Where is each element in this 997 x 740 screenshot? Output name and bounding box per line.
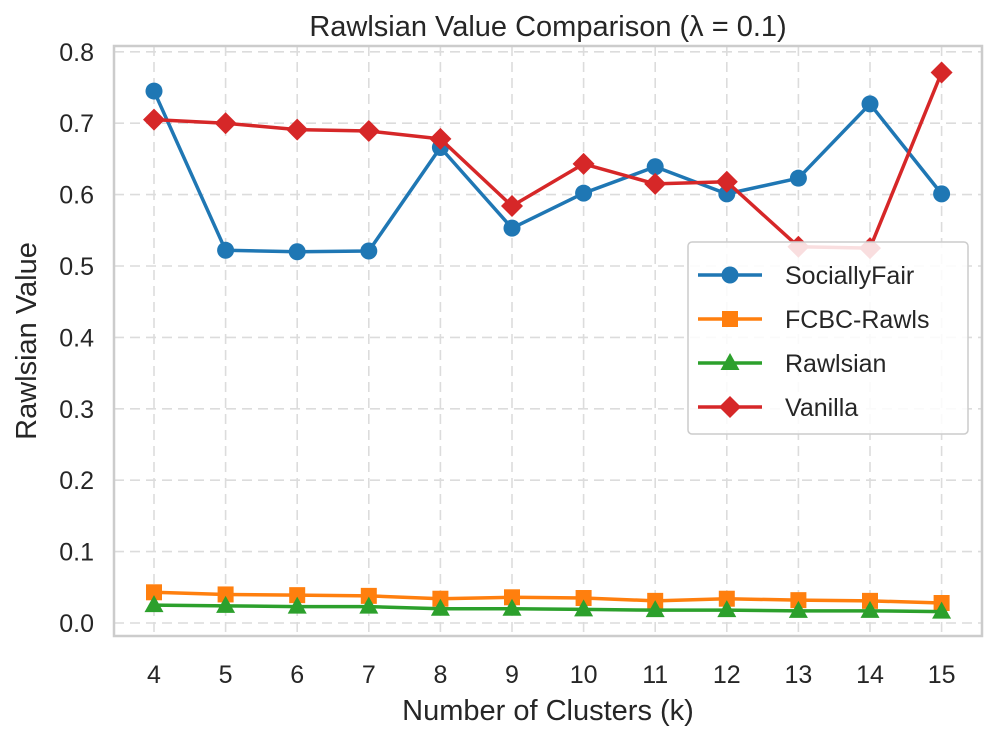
legend-item: FCBC-Rawls — [698, 306, 929, 334]
data-point — [501, 195, 523, 218]
legend-item: Rawlsian — [698, 350, 886, 378]
data-point — [289, 587, 306, 604]
data-point — [217, 586, 234, 603]
data-point — [287, 596, 307, 614]
data-point — [359, 596, 379, 614]
data-point — [357, 120, 380, 143]
y-tick-label: 0.8 — [59, 39, 94, 67]
data-point — [504, 589, 520, 606]
series-sociallyfair — [145, 82, 951, 261]
data-point — [860, 600, 880, 618]
y-tick-label: 0.5 — [59, 253, 94, 281]
x-tick-label: 7 — [362, 661, 376, 689]
y-tick-label: 0.0 — [59, 610, 94, 638]
chart-title: Rawlsian Value Comparison (λ = 0.1) — [309, 11, 786, 43]
data-point — [930, 61, 953, 84]
data-point — [718, 185, 736, 203]
data-point — [574, 599, 594, 617]
data-point — [861, 95, 879, 113]
x-tick-label: 4 — [147, 661, 161, 689]
y-tick-label: 0.2 — [59, 467, 94, 495]
data-point — [214, 112, 237, 135]
legend-box — [687, 241, 969, 435]
data-point — [216, 595, 236, 613]
y-tick-label: 0.4 — [59, 324, 94, 352]
x-axis-label: Number of Clusters (k) — [402, 695, 694, 727]
data-point — [145, 82, 163, 100]
legend-item: SociallyFair — [698, 262, 914, 290]
x-tick-label: 8 — [433, 661, 447, 689]
data-point — [933, 185, 951, 203]
data-point — [718, 590, 735, 607]
series-vanilla — [143, 61, 953, 260]
series-line — [153, 71, 944, 250]
legend-label: FCBC-Rawls — [785, 306, 929, 334]
data-point — [430, 598, 450, 616]
data-point — [788, 600, 808, 618]
data-point — [790, 592, 807, 609]
y-tick-label: 0.6 — [59, 182, 94, 210]
data-point — [645, 600, 665, 618]
x-tick-label: 15 — [928, 661, 956, 689]
legend-label: Vanilla — [785, 394, 858, 422]
x-tick-label: 5 — [219, 661, 233, 689]
x-tick-label: 10 — [570, 661, 598, 689]
plot-frame — [112, 44, 984, 638]
data-point — [360, 242, 378, 260]
legend-label: SociallyFair — [785, 262, 914, 290]
data-point — [932, 601, 952, 619]
legend-item: Vanilla — [698, 394, 858, 422]
data-point — [502, 598, 522, 616]
x-tick-label: 6 — [290, 661, 304, 689]
series-line — [153, 590, 942, 605]
data-point — [715, 170, 738, 193]
data-point — [646, 158, 664, 176]
legend: SociallyFair FCBC-Rawls Rawlsian Vanilla — [687, 241, 969, 435]
series-fcbc-rawls — [146, 584, 950, 612]
legend-marker — [720, 353, 740, 370]
data-point — [288, 243, 306, 261]
data-point — [286, 118, 309, 141]
data-point — [644, 172, 667, 195]
legend-marker — [719, 396, 741, 418]
x-tick-label: 9 — [505, 661, 519, 689]
data-point — [503, 219, 521, 237]
series-line — [153, 603, 942, 614]
y-axis-label: Rawlsian Value — [11, 242, 43, 440]
data-point — [217, 241, 235, 259]
data-point — [429, 127, 452, 150]
data-point — [717, 600, 737, 618]
series-rawlsian — [144, 595, 952, 619]
series-layer — [143, 61, 953, 619]
x-tick-label: 14 — [856, 661, 884, 689]
x-tick-labels: 4 5 6 7 8 9 10 11 12 13 14 15 — [147, 661, 955, 689]
data-point — [789, 169, 807, 187]
y-tick-label: 0.7 — [59, 110, 94, 138]
data-point — [575, 184, 593, 202]
series-line — [152, 90, 943, 254]
data-point — [572, 152, 595, 175]
data-point — [143, 108, 165, 131]
data-point — [360, 587, 377, 604]
x-tick-label: 11 — [642, 661, 668, 689]
data-point — [575, 590, 592, 607]
y-tick-labels: 0.0 0.1 0.2 0.3 0.4 0.5 0.6 0.7 0.8 — [59, 39, 94, 638]
x-tick-label: 13 — [784, 661, 812, 689]
y-tick-label: 0.3 — [59, 396, 94, 424]
y-tick-label: 0.1 — [59, 539, 94, 567]
data-point — [146, 584, 162, 601]
legend-marker — [721, 266, 739, 284]
legend-label: Rawlsian — [785, 350, 886, 378]
legend-marker — [722, 311, 738, 327]
x-tick-label: 12 — [713, 661, 741, 689]
data-point — [144, 595, 164, 613]
